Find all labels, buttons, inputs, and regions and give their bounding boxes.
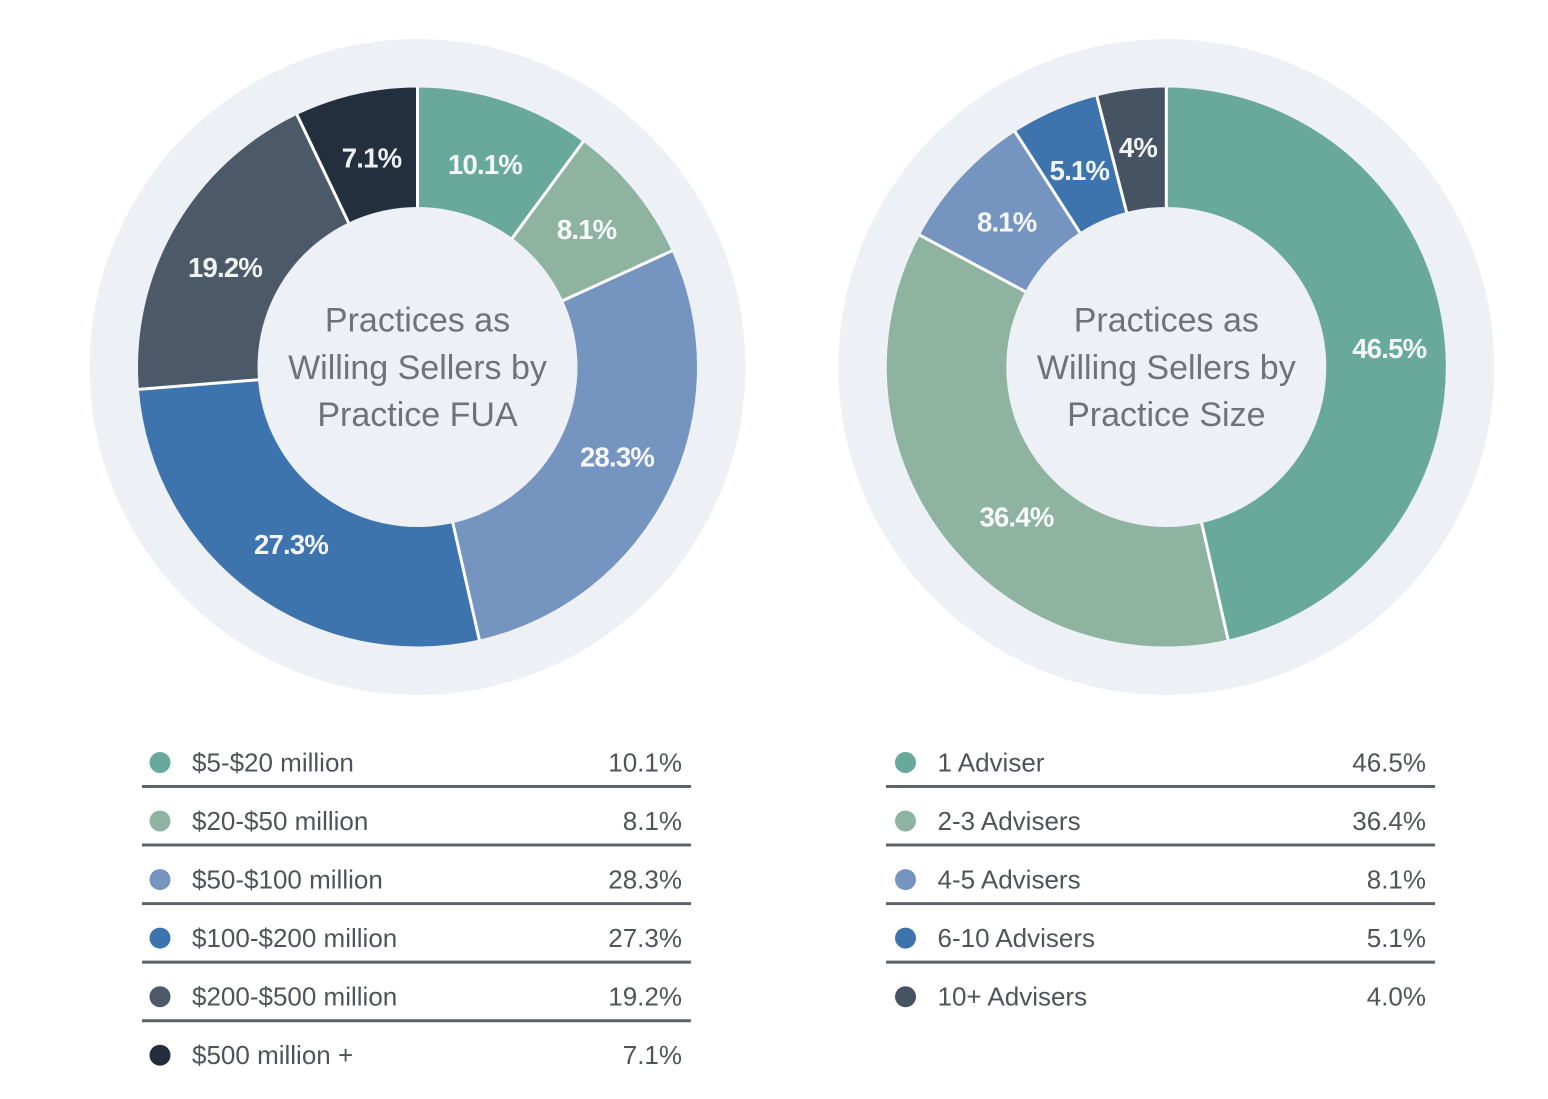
svg-text:Practice Size: Practice Size bbox=[1067, 396, 1265, 434]
svg-text:5.1%: 5.1% bbox=[1050, 155, 1110, 186]
svg-text:19.2%: 19.2% bbox=[608, 982, 682, 1012]
svg-text:5.1%: 5.1% bbox=[1367, 923, 1426, 953]
svg-text:7.1%: 7.1% bbox=[623, 1040, 682, 1070]
svg-text:28.3%: 28.3% bbox=[608, 865, 682, 895]
svg-text:4%: 4% bbox=[1119, 132, 1157, 163]
svg-text:1 Adviser: 1 Adviser bbox=[938, 748, 1045, 778]
svg-text:Willing Sellers by: Willing Sellers by bbox=[1037, 349, 1296, 387]
svg-text:28.3%: 28.3% bbox=[580, 442, 654, 473]
svg-text:$200-$500 million: $200-$500 million bbox=[192, 982, 397, 1012]
svg-text:Practices as: Practices as bbox=[325, 302, 510, 340]
svg-text:$100-$200 million: $100-$200 million bbox=[192, 923, 397, 953]
svg-text:36.4%: 36.4% bbox=[1352, 806, 1426, 836]
svg-text:8.1%: 8.1% bbox=[623, 806, 682, 836]
svg-text:2-3 Advisers: 2-3 Advisers bbox=[938, 806, 1081, 836]
svg-text:$50-$100 million: $50-$100 million bbox=[192, 865, 383, 895]
svg-text:4.0%: 4.0% bbox=[1367, 982, 1426, 1012]
svg-text:$500 million +: $500 million + bbox=[192, 1040, 353, 1070]
svg-text:19.2%: 19.2% bbox=[188, 252, 262, 283]
svg-text:10+ Advisers: 10+ Advisers bbox=[938, 982, 1088, 1012]
svg-text:6-10 Advisers: 6-10 Advisers bbox=[938, 923, 1096, 953]
svg-text:46.5%: 46.5% bbox=[1352, 748, 1426, 778]
svg-text:Practice FUA: Practice FUA bbox=[317, 396, 518, 434]
svg-text:10.1%: 10.1% bbox=[448, 149, 522, 180]
svg-text:7.1%: 7.1% bbox=[342, 143, 402, 174]
svg-text:8.1%: 8.1% bbox=[557, 214, 617, 245]
svg-text:27.3%: 27.3% bbox=[608, 923, 682, 953]
svg-text:27.3%: 27.3% bbox=[254, 529, 328, 560]
svg-text:$20-$50 million: $20-$50 million bbox=[192, 806, 368, 836]
svg-text:46.5%: 46.5% bbox=[1352, 333, 1426, 364]
svg-text:Practices as: Practices as bbox=[1074, 302, 1259, 340]
svg-text:8.1%: 8.1% bbox=[977, 207, 1037, 238]
svg-text:Willing Sellers by: Willing Sellers by bbox=[288, 349, 547, 387]
svg-text:10.1%: 10.1% bbox=[608, 748, 682, 778]
svg-text:36.4%: 36.4% bbox=[980, 502, 1054, 533]
svg-text:4-5 Advisers: 4-5 Advisers bbox=[938, 865, 1081, 895]
svg-text:$5-$20 million: $5-$20 million bbox=[192, 748, 354, 778]
svg-text:8.1%: 8.1% bbox=[1367, 865, 1426, 895]
